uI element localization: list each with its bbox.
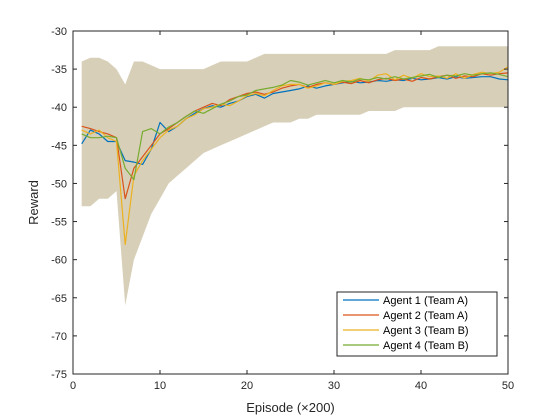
y-tick-label: -60 (51, 255, 67, 267)
x-axis-label: Episode (×200) (246, 400, 335, 415)
legend-entry: Agent 3 (Team B) (383, 325, 469, 337)
series-lines (81, 66, 509, 245)
y-tick-label: -65 (51, 293, 67, 305)
y-tick-label: -40 (51, 102, 67, 114)
series-line-agent-1 (81, 76, 509, 165)
x-tick-label: 10 (154, 380, 166, 392)
reward-variance-band (81, 46, 508, 306)
y-tick-label: -35 (51, 64, 67, 76)
x-tick-label: 30 (328, 380, 340, 392)
legend-entry: Agent 1 (Team A) (383, 295, 468, 307)
y-tick-label: -75 (51, 369, 67, 381)
plot-frame (72, 30, 509, 375)
y-tick-label: -30 (51, 26, 67, 38)
y-tick-label: -50 (51, 178, 67, 190)
y-tick-label: -45 (51, 140, 67, 152)
y-tick-label: -70 (51, 331, 67, 343)
legend-entry: Agent 4 (Team B) (383, 340, 469, 352)
x-tick-label: 40 (415, 380, 427, 392)
x-tick-label: 0 (70, 380, 76, 392)
legend: Agent 1 (Team A) Agent 2 (Team A) Agent 3 … (336, 291, 498, 357)
x-tick-label: 50 (502, 380, 514, 392)
y-tick-label: -55 (51, 217, 67, 229)
y-axis-label: Reward (26, 180, 41, 225)
axes: 0 10 20 30 40 50 -75 -70 -65 -60 -55 -50 -45 -40 -35 -3… (51, 26, 514, 392)
legend-entry: Agent 2 (Team A) (383, 310, 468, 322)
series-line-agent-4 (81, 72, 509, 181)
series-line-agent-3 (81, 66, 509, 245)
x-tick-label: 20 (241, 380, 253, 392)
